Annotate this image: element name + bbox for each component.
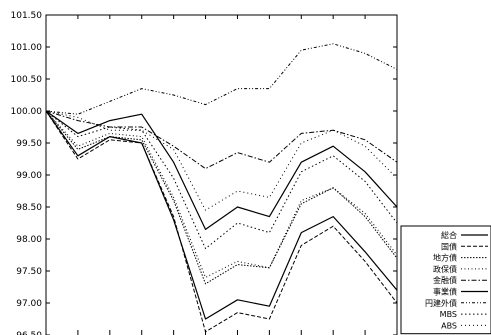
y-tick-label: 99.00 — [16, 171, 42, 181]
y-tick-label: 101.50 — [11, 11, 43, 21]
series-line-8 — [46, 110, 397, 250]
y-tick-label: 97.50 — [16, 267, 42, 277]
series-line-6 — [46, 110, 397, 230]
legend-label: 国債 — [441, 241, 457, 251]
y-tick-label: 100.50 — [11, 75, 43, 85]
series-line-2 — [46, 110, 397, 333]
plot-frame — [45, 14, 398, 335]
series-line-3 — [46, 110, 397, 285]
axis-ticks — [45, 14, 398, 335]
y-tick-labels: 101.50 101.00 100.50 100.00 99.50 99.00 98.50 9… — [11, 11, 43, 335]
series-line-5 — [46, 110, 397, 170]
y-tick-label: 100.00 — [11, 107, 43, 117]
y-tick-label: 98.00 — [16, 235, 42, 245]
series-line-7 — [46, 43, 397, 115]
legend-label: 総合 — [441, 230, 457, 240]
legend-label: 金融債 — [433, 275, 457, 285]
series-line-1 — [46, 110, 397, 320]
y-tick-label: 97.00 — [16, 299, 42, 309]
legend-label: 政保債 — [433, 264, 457, 274]
series-lines — [46, 43, 397, 333]
legend-label: ABS — [441, 321, 457, 330]
legend-label: 地方債 — [433, 253, 457, 263]
legend-label: MBS — [440, 310, 457, 319]
y-tick-label: 101.00 — [11, 43, 43, 53]
legend-label: 事業債 — [433, 287, 457, 297]
legend-label: 円建外債 — [425, 298, 457, 308]
y-tick-label: 96.50 — [16, 331, 42, 335]
y-tick-label: 99.50 — [16, 139, 42, 149]
y-tick-label: 98.50 — [16, 203, 42, 213]
